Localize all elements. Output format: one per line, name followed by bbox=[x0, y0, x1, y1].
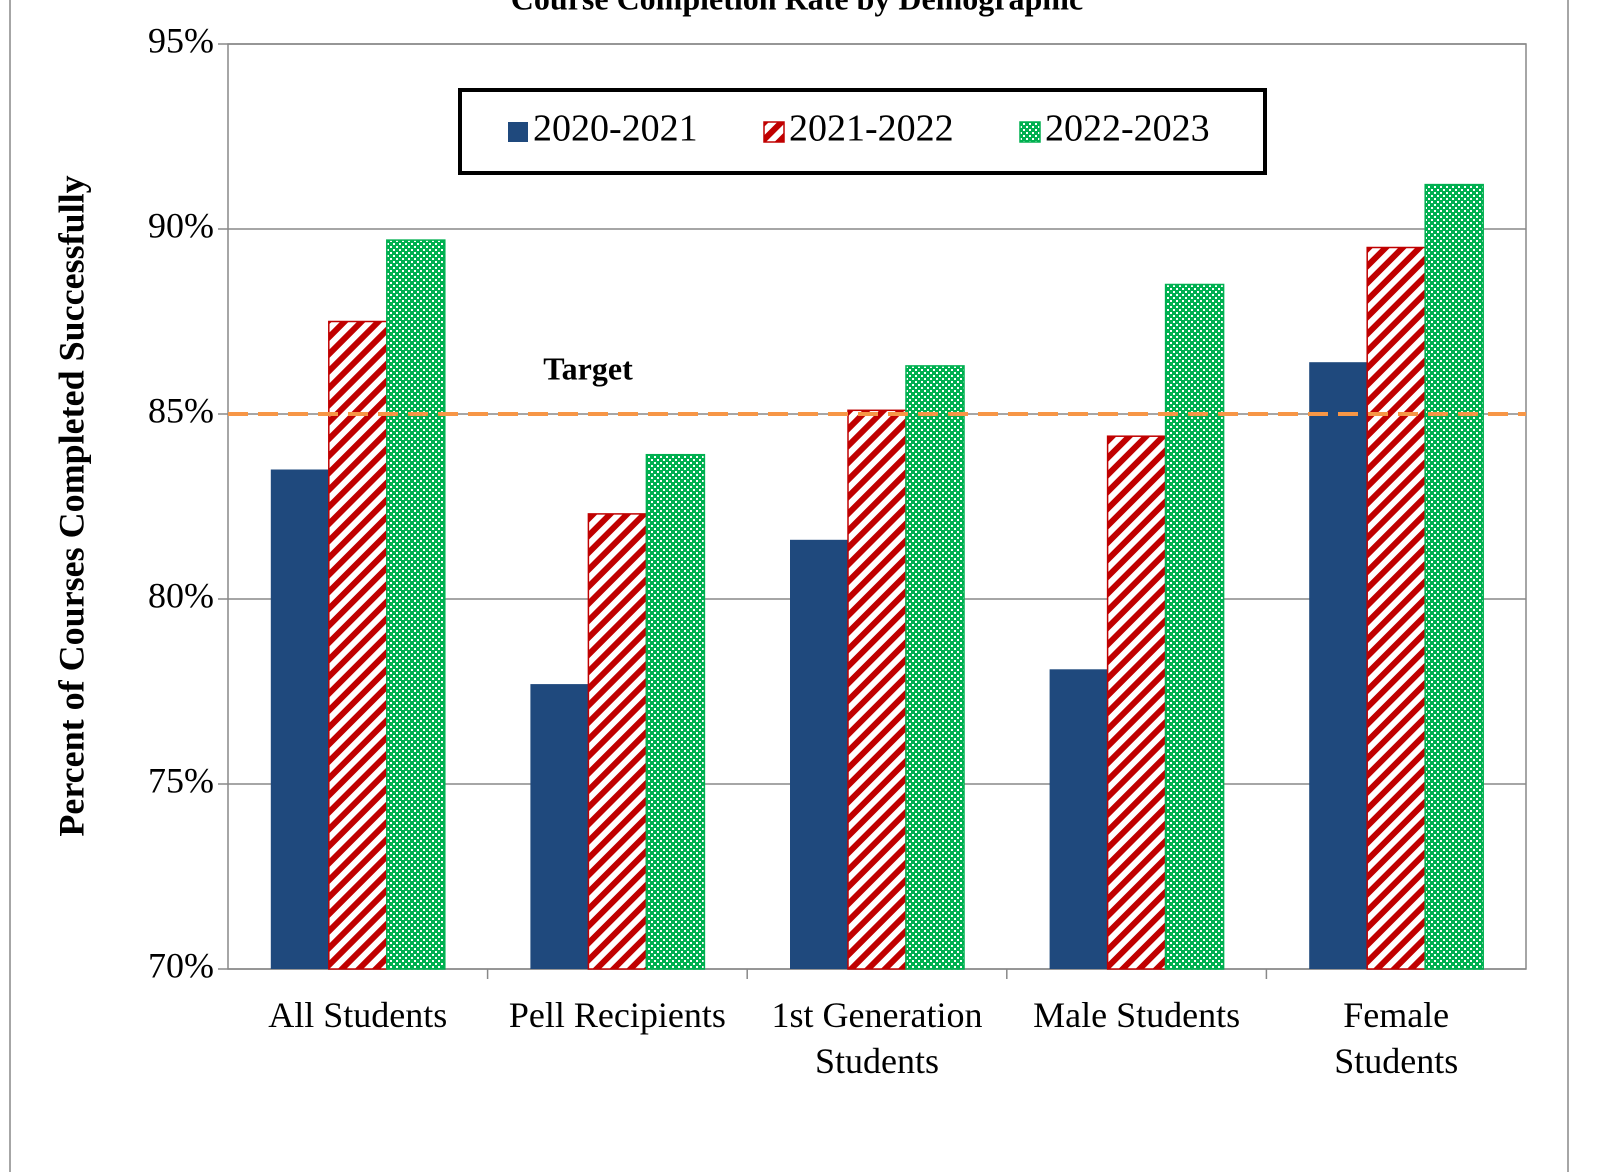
bar bbox=[847, 409, 907, 970]
x-tick-label: Female Students bbox=[1334, 995, 1458, 1081]
legend-swatch bbox=[508, 122, 528, 142]
y-axis-label: Percent of Courses Completed Successfull… bbox=[51, 175, 91, 836]
x-tick-label: Pell Recipients bbox=[509, 995, 726, 1035]
x-tick-label: All Students bbox=[268, 995, 447, 1035]
bar bbox=[530, 684, 589, 969]
bar bbox=[790, 539, 848, 969]
chart-title: Course Completion Rate by Demographic bbox=[511, 0, 1083, 16]
y-tick-label: 70% bbox=[148, 945, 214, 985]
bar bbox=[386, 239, 446, 970]
x-tick-label: Male Students bbox=[1033, 995, 1240, 1035]
x-tick-label: 1st Generation Students bbox=[772, 995, 983, 1081]
y-tick-label: 90% bbox=[148, 205, 214, 245]
bar bbox=[1049, 669, 1108, 969]
bar bbox=[1164, 283, 1225, 970]
bar bbox=[328, 320, 388, 970]
y-tick-label: 95% bbox=[148, 20, 214, 60]
bar bbox=[905, 365, 965, 970]
target-label: Target bbox=[543, 350, 633, 386]
bar bbox=[1366, 246, 1426, 970]
legend-label: 2020-2021 bbox=[533, 108, 698, 150]
bar bbox=[1309, 362, 1368, 969]
bar bbox=[1106, 435, 1167, 970]
y-tick-label: 75% bbox=[148, 760, 214, 800]
bar bbox=[645, 453, 706, 970]
legend-box bbox=[458, 88, 1267, 175]
y-tick-label: 80% bbox=[148, 575, 214, 615]
legend-label: 2022-2023 bbox=[1045, 108, 1210, 150]
y-tick-label: 85% bbox=[148, 390, 214, 430]
chart-frame bbox=[9, 0, 1569, 1172]
legend-swatch bbox=[1019, 121, 1041, 143]
bar bbox=[270, 469, 329, 969]
legend-swatch bbox=[763, 121, 785, 143]
bar bbox=[587, 513, 648, 970]
bar bbox=[1424, 183, 1484, 970]
legend-label: 2021-2022 bbox=[789, 108, 954, 150]
